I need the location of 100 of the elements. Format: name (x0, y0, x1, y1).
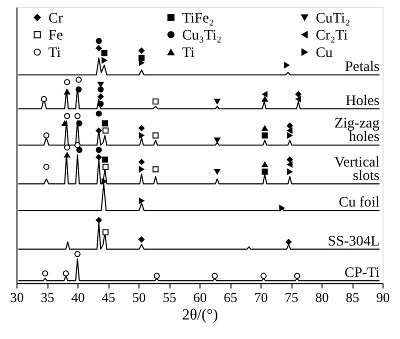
point (138, 54, 145, 61)
legend-label: TiFe₂ (182, 10, 214, 26)
series-label: SS-304L (328, 233, 380, 250)
point (294, 272, 300, 279)
point (102, 178, 108, 184)
legend-label: Cr (48, 10, 64, 26)
x-tick-label: 40 (71, 290, 85, 305)
point (286, 156, 293, 163)
x-tick-label: 90 (376, 290, 390, 305)
point (96, 38, 102, 44)
point (152, 132, 159, 138)
point (96, 110, 102, 117)
point (64, 89, 70, 95)
point (138, 166, 144, 172)
point (96, 154, 102, 160)
point (102, 156, 108, 163)
point (42, 270, 48, 276)
series-label: Petals (344, 59, 380, 76)
point (284, 62, 290, 68)
legend-label: Fe (48, 28, 63, 44)
text: Zig-zag holes (334, 116, 380, 146)
point (138, 132, 144, 138)
point (295, 91, 302, 98)
point (287, 168, 293, 175)
point (43, 164, 50, 170)
point (43, 132, 50, 138)
x-tick-label: 55 (162, 290, 176, 305)
text: Vertical slots (334, 154, 380, 184)
x-tick-label: 80 (315, 290, 330, 305)
x-tick-label: 70 (254, 290, 268, 305)
point (279, 205, 285, 212)
point (260, 272, 267, 279)
x-tick-label: 85 (346, 290, 360, 305)
point (102, 57, 108, 64)
legend-label: Cr₂Ti (316, 28, 348, 44)
series-label: Holes (346, 92, 380, 109)
point (138, 198, 144, 204)
point (96, 45, 102, 52)
x-tick-label: 60 (193, 290, 207, 305)
point (214, 169, 220, 174)
point (40, 96, 47, 102)
point (138, 159, 145, 166)
point (154, 272, 160, 279)
x-tick-label: 35 (40, 290, 54, 305)
point (98, 94, 104, 100)
legend-label: CuTi₂ (316, 10, 350, 26)
point (96, 217, 102, 224)
point (64, 79, 70, 86)
point (287, 128, 293, 134)
point (262, 132, 268, 138)
point (286, 238, 292, 245)
point (287, 132, 293, 138)
point (286, 122, 293, 129)
legend-label: Ti (48, 44, 61, 61)
series-label: CP-Ti (344, 264, 380, 281)
point (102, 128, 109, 134)
point (96, 128, 102, 134)
point (102, 229, 109, 236)
point (64, 152, 70, 158)
point (214, 138, 220, 143)
point (296, 96, 302, 102)
x-axis-title: 2θ/(°) (182, 306, 218, 324)
point (76, 120, 82, 126)
point (138, 125, 145, 132)
point (287, 161, 293, 168)
point (262, 91, 268, 98)
point (98, 100, 104, 107)
x-tick-label: 75 (284, 290, 299, 305)
point (74, 142, 81, 148)
point (64, 113, 70, 120)
point (62, 120, 68, 126)
point (262, 96, 268, 102)
point (262, 125, 268, 131)
point (96, 146, 102, 153)
x-tick-label: 45 (102, 290, 116, 305)
x-tick-label: 65 (224, 290, 238, 305)
point (262, 162, 268, 168)
legend-label: Ti (182, 44, 194, 61)
point (262, 168, 268, 175)
point (101, 50, 108, 56)
legend-label: Cu (316, 44, 334, 61)
point (76, 76, 82, 83)
point (212, 272, 218, 279)
point (64, 144, 70, 151)
point (138, 48, 145, 54)
x-tick-label: 30 (10, 290, 24, 305)
point (62, 270, 69, 276)
point (102, 164, 109, 170)
point (74, 113, 81, 120)
point (74, 251, 81, 258)
legend-label: Cu₃Ti₂ (182, 28, 222, 44)
point (152, 166, 159, 172)
point (152, 98, 159, 105)
point (138, 236, 145, 243)
point (76, 146, 82, 153)
point (76, 86, 82, 92)
series-label: Cu foil (338, 194, 380, 211)
x-tick-label: 50 (132, 290, 146, 305)
point (214, 98, 220, 104)
point (102, 120, 108, 126)
